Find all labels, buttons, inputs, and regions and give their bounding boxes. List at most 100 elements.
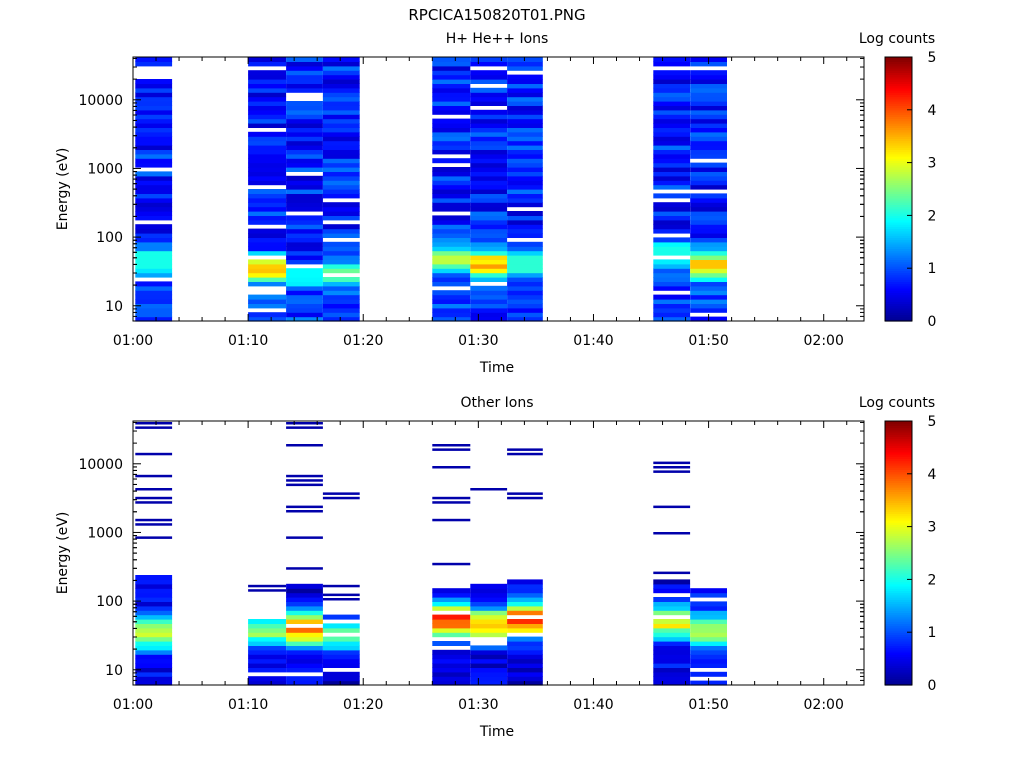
heatmap-cell xyxy=(653,149,691,155)
colorbar-segment xyxy=(885,114,912,117)
heatmap-cell xyxy=(690,636,727,642)
heatmap-cell xyxy=(135,623,173,629)
heatmap-cell xyxy=(286,299,323,304)
heatmap-cell xyxy=(432,193,471,199)
heatmap-cells xyxy=(135,422,727,686)
heatmap-cell xyxy=(286,663,323,668)
heatmap-cell xyxy=(507,96,543,102)
heatmap-cell xyxy=(286,654,323,660)
x-tick-label: 01:20 xyxy=(343,333,383,349)
heatmap-cell xyxy=(507,61,543,67)
heatmap-cell xyxy=(286,680,323,686)
heatmap-cell xyxy=(135,641,173,646)
heatmap-cell xyxy=(322,303,360,309)
panel-title: Other Ions xyxy=(460,395,533,411)
colorbar-segment xyxy=(885,489,912,492)
colorbar-segment xyxy=(885,599,912,602)
y-tick-label: 1000 xyxy=(87,161,123,177)
colorbar-segment xyxy=(885,654,912,657)
colorbar-segment xyxy=(885,83,912,87)
heatmap-cell xyxy=(135,246,173,252)
heatmap-cell xyxy=(507,583,543,589)
colorbar-segment xyxy=(885,583,912,587)
colorbar-segment xyxy=(885,487,912,490)
heatmap-cell xyxy=(432,272,471,278)
heatmap-cell xyxy=(653,224,691,230)
heatmap-cell xyxy=(653,619,691,624)
heatmap-cell xyxy=(507,193,543,199)
heatmap-cell xyxy=(432,241,471,247)
heatmap-cell xyxy=(470,277,508,282)
heatmap-cell xyxy=(322,290,360,296)
colorbar-segment xyxy=(885,601,912,605)
x-tick-label: 01:40 xyxy=(573,697,613,713)
colorbar-segment xyxy=(885,542,912,545)
heatmap-cell xyxy=(432,246,471,252)
heatmap-cell xyxy=(322,79,360,84)
colorbar-segment xyxy=(885,261,912,265)
heatmap-cell xyxy=(470,299,508,304)
heatmap-cell xyxy=(432,658,471,664)
heatmap-cell xyxy=(322,614,360,620)
heatmap-cell xyxy=(690,123,727,128)
heatmap-cell xyxy=(690,285,727,291)
colorbar-segment xyxy=(885,588,912,591)
heatmap-cell xyxy=(248,153,287,159)
heatmap-cell xyxy=(690,211,727,216)
colorbar-segment xyxy=(885,553,912,556)
heatmap-cell xyxy=(470,583,508,589)
heatmap-cell xyxy=(135,92,173,98)
colorbar-label: Log counts xyxy=(859,395,935,411)
heatmap-cell xyxy=(653,109,691,115)
y-tick-label: 100 xyxy=(96,594,123,610)
colorbar-segment xyxy=(885,233,912,236)
heatmap-cell xyxy=(286,158,323,164)
heatmap-cell xyxy=(322,153,360,159)
colorbar-segment xyxy=(885,208,912,212)
heatmap-cell xyxy=(653,237,691,243)
colorbar-segment xyxy=(885,597,912,600)
y-tick-label: 1000 xyxy=(87,525,123,541)
colorbar-segment xyxy=(885,180,912,183)
heatmap-cell xyxy=(690,277,727,282)
heatmap-cell xyxy=(470,627,508,633)
heatmap-cell xyxy=(653,175,691,181)
heatmap-cell xyxy=(432,663,471,668)
heatmap-cell xyxy=(470,680,508,686)
heatmap-cell xyxy=(470,294,508,300)
heatmap-cell xyxy=(248,197,287,203)
colorbar-segment xyxy=(885,173,912,177)
colorbar-segment xyxy=(885,72,912,76)
heatmap-cell xyxy=(322,299,360,304)
heatmap-cell xyxy=(432,105,471,111)
heatmap-cell xyxy=(322,312,360,318)
colorbar-segment xyxy=(885,634,912,638)
colorbar-segment xyxy=(885,526,912,530)
heatmap-cell xyxy=(653,206,691,212)
heatmap-cell xyxy=(653,193,691,199)
heatmap-cell xyxy=(135,193,173,199)
heatmap-cell xyxy=(286,259,323,265)
heatmap-cell xyxy=(470,667,508,673)
colorbar-segment xyxy=(885,550,912,554)
heatmap-cell xyxy=(470,140,508,146)
heatmap-cell xyxy=(470,219,508,225)
colorbar-segment xyxy=(885,219,912,223)
heatmap-cell xyxy=(690,131,727,137)
heatmap-cell xyxy=(286,189,323,194)
heatmap-cell xyxy=(432,101,471,106)
heatmap-cell xyxy=(470,92,508,98)
x-axis-label: Time xyxy=(479,724,514,740)
heatmap-cell xyxy=(135,215,173,221)
colorbar-segment xyxy=(885,564,912,567)
heatmap-cell xyxy=(286,601,323,607)
heatmap-cell xyxy=(135,663,173,668)
heatmap-cell xyxy=(507,649,543,655)
heatmap-cell xyxy=(690,206,727,212)
colorbar-segment xyxy=(885,175,912,179)
heatmap-cell xyxy=(507,619,543,624)
heatmap-cell xyxy=(432,237,471,243)
heatmap-cell xyxy=(507,171,543,177)
heatmap-cell xyxy=(432,145,471,150)
heatmap-cell xyxy=(135,153,173,159)
